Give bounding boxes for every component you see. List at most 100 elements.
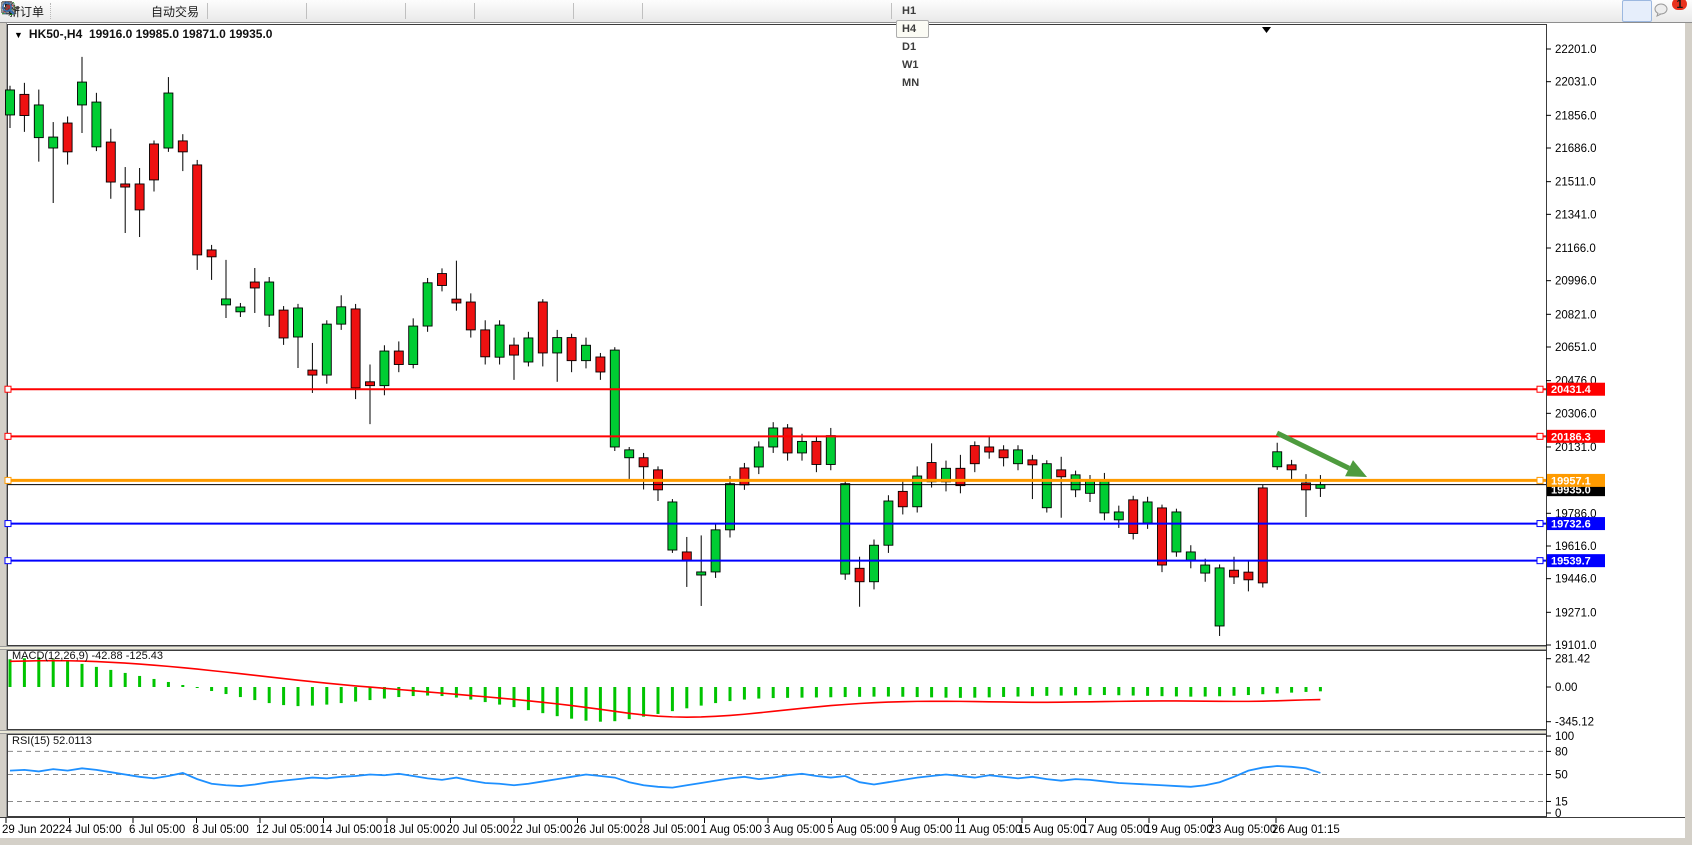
tile-windows-button[interactable]	[2, 0, 401, 22]
price-tick-label: 20306.0	[1555, 408, 1597, 420]
text-label-button[interactable]: T	[2, 0, 857, 22]
line-chart-button[interactable]	[1, 0, 302, 22]
panel-splitter[interactable]	[0, 646, 1685, 650]
rsi-scale-label: 50	[1555, 770, 1568, 782]
panel-splitter[interactable]	[0, 730, 1685, 734]
vertical-line-button[interactable]	[7, 0, 677, 22]
time-axis-label: 19 Aug 05:00	[1145, 824, 1213, 836]
auto-scroll-button[interactable]	[4, 0, 440, 22]
svg-text:20431.4: 20431.4	[1551, 384, 1592, 396]
toolbar-grip	[50, 3, 55, 19]
time-axis-label: 26 Jul 05:00	[574, 824, 637, 836]
toolbar-separator	[642, 3, 644, 19]
candle	[869, 544, 879, 583]
chart-shift-button[interactable]	[2, 0, 470, 22]
candle	[465, 301, 476, 331]
fibonacci-button[interactable]: F	[2, 0, 797, 22]
rsi-scale-label: 0	[1555, 808, 1561, 820]
signal-button[interactable]	[4, 0, 147, 22]
line-anchor[interactable]	[1536, 557, 1544, 565]
chart-shift-marker[interactable]	[1262, 27, 1271, 33]
time-axis-label: 3 Aug 05:00	[764, 824, 825, 836]
candle	[206, 249, 217, 258]
price-tick-label: 20131.0	[1555, 442, 1597, 454]
candle	[91, 101, 102, 148]
trendline-button[interactable]	[2, 0, 737, 22]
autotrading-button[interactable]: 自动交易	[1, 0, 203, 22]
candle	[1085, 480, 1095, 494]
price-tick-label: 21686.0	[1555, 143, 1597, 155]
time-axis-label: 17 Aug 05:00	[1082, 824, 1150, 836]
annotation-arrow[interactable]	[1275, 430, 1351, 471]
timeframe-D1[interactable]: D1	[902, 41, 917, 53]
timeframe-H1[interactable]: H1	[902, 5, 917, 17]
bottom-window-strip	[0, 838, 1692, 845]
line-anchor[interactable]	[1536, 520, 1544, 528]
candle	[437, 273, 447, 286]
line-anchor[interactable]	[1536, 385, 1544, 393]
price-axis-badge: 20186.3	[1547, 429, 1605, 443]
candle	[134, 183, 145, 211]
candle	[1272, 451, 1283, 468]
candle	[264, 281, 275, 316]
gold-box-button[interactable]	[0, 0, 87, 22]
main-toolbar: 新订单 自动交易	[0, 0, 1692, 89]
price-tick-label: 22031.0	[1555, 77, 1597, 89]
candle	[163, 92, 174, 149]
horizontal-line-button[interactable]	[2, 0, 707, 22]
line-anchor[interactable]	[1536, 476, 1544, 484]
candle	[422, 282, 433, 327]
chart-title-symbol: HK50-,H4	[28, 27, 83, 41]
timeframe-W1[interactable]: W1	[902, 59, 919, 71]
toolbar-separator	[207, 3, 209, 19]
time-axis[interactable]	[0, 817, 1685, 838]
line-anchor[interactable]	[4, 432, 12, 440]
macd-scale-label: 281.42	[1555, 654, 1590, 666]
candle	[638, 457, 649, 468]
candle	[710, 529, 721, 573]
candle	[1027, 459, 1038, 466]
price-axis-badge: 20431.4	[1547, 382, 1605, 396]
annotation-arrow-head[interactable]	[1345, 460, 1367, 477]
price-tick-label: 19101.0	[1555, 640, 1597, 652]
line-anchor[interactable]	[4, 557, 12, 565]
line-anchor[interactable]	[1536, 432, 1544, 440]
candle	[537, 301, 548, 354]
zoom-out-button[interactable]	[1, 0, 371, 22]
zoom-in-button[interactable]	[1, 0, 341, 22]
text-button[interactable]: A	[4, 0, 827, 22]
line-anchor[interactable]	[4, 385, 12, 393]
candle	[912, 475, 923, 508]
terminal-button[interactable]	[2, 0, 117, 22]
notifications-button[interactable]: 1	[1652, 0, 1687, 22]
search-button[interactable]	[2, 0, 1652, 22]
new-chart-button[interactable]	[1, 0, 509, 22]
time-axis-label: 20 Jul 05:00	[447, 824, 510, 836]
candle	[1286, 464, 1297, 471]
time-axis-label: 8 Jul 05:00	[193, 824, 249, 836]
equidistant-channel-button[interactable]: E	[1, 0, 767, 22]
timeframe-MN[interactable]: MN	[902, 77, 920, 89]
period-clock-button[interactable]	[0, 0, 539, 22]
cursor-button[interactable]	[5, 0, 608, 22]
line-anchor[interactable]	[4, 520, 12, 528]
indicators-button[interactable]	[1, 0, 569, 22]
candle	[393, 350, 404, 365]
candle	[1113, 511, 1124, 521]
svg-text:20186.3: 20186.3	[1551, 431, 1591, 443]
candle	[249, 281, 260, 289]
candlestick-chart-button[interactable]	[3, 0, 272, 22]
candle	[192, 164, 203, 256]
candle	[782, 427, 793, 454]
arrows-button[interactable]	[3, 0, 887, 22]
candle	[365, 381, 375, 387]
timeframe-toolbar: M1M5M15M30H1H4D1W1MN	[896, 0, 930, 92]
crosshair-button[interactable]	[2, 0, 638, 22]
candle	[1171, 511, 1182, 553]
line-anchor[interactable]	[4, 476, 12, 484]
bar-chart-button[interactable]	[2, 0, 242, 22]
candle	[48, 136, 59, 149]
candle	[1142, 501, 1153, 524]
timeframe-H4[interactable]: H4	[896, 20, 930, 38]
